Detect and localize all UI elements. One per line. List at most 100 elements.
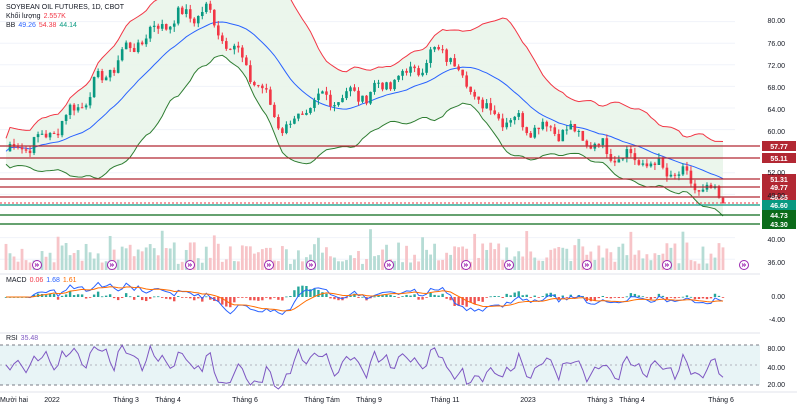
rsi-axis-label: 20.00 <box>767 382 785 389</box>
macd-histogram-bar <box>217 297 220 302</box>
volume-bar <box>28 262 32 270</box>
volume-bar <box>256 252 260 270</box>
volume-bar <box>681 231 685 270</box>
volume-bar <box>701 246 705 270</box>
volume-bar <box>441 259 445 270</box>
candle-body <box>485 103 488 109</box>
macd-histogram-bar <box>341 297 344 301</box>
bb-lower-line <box>5 54 724 217</box>
volume-bar <box>228 246 232 270</box>
volume-bar <box>565 248 569 270</box>
candle-body <box>172 23 176 27</box>
macd-histogram-bar <box>12 297 16 298</box>
candle-body <box>541 121 545 130</box>
volume-bar <box>541 260 545 270</box>
time-axis-label: Tháng 4 <box>619 397 645 404</box>
volume-bar <box>373 256 376 270</box>
candle-body <box>28 150 32 154</box>
candle-body <box>160 24 164 29</box>
candle-body <box>257 85 260 87</box>
macd-histogram-bar <box>501 297 504 298</box>
price-badge-label: 44.73 <box>770 213 788 220</box>
macd-histogram-bar <box>541 296 544 297</box>
macd-histogram-bar <box>505 293 508 297</box>
candle-body <box>120 49 124 61</box>
candle-body <box>116 60 120 73</box>
macd-histogram-bar <box>16 297 20 298</box>
candle-body <box>449 58 452 62</box>
macd-histogram-bar <box>20 297 24 298</box>
volume-bar <box>80 260 84 270</box>
macd-histogram-bar <box>177 296 180 297</box>
macd-histogram-bar <box>437 295 440 297</box>
event-icon-glyph <box>34 263 40 267</box>
volume-bar <box>597 245 601 270</box>
event-icon <box>32 260 42 270</box>
volume-bar <box>148 244 152 270</box>
macd-histogram-bar <box>100 296 104 298</box>
bb-legend: BB 49.26 54.38 44.14 <box>6 22 77 29</box>
macd-histogram-bar <box>377 295 380 297</box>
macd-histogram-bar <box>653 297 657 299</box>
candle-body <box>393 79 396 90</box>
candle-body <box>313 100 316 108</box>
symbol-title: SOYBEAN OIL FUTURES, 1D, CBOT <box>6 4 124 11</box>
volume-bar <box>593 259 597 270</box>
macd-histogram-bar <box>96 291 100 297</box>
candle-body <box>192 18 196 24</box>
macd-histogram-bar <box>44 295 48 297</box>
volume-bar <box>613 261 617 270</box>
volume-bar <box>473 233 477 270</box>
candle-body <box>629 149 633 154</box>
candle-body <box>128 42 132 49</box>
macd-histogram-bar <box>533 295 536 297</box>
candle-body <box>281 128 284 134</box>
candle-body <box>537 127 541 130</box>
macd-histogram-bar <box>537 297 540 298</box>
volume-bar <box>325 247 328 270</box>
volume-bar <box>685 242 689 270</box>
volume-bar <box>84 243 88 270</box>
price-badge <box>762 192 796 202</box>
macd-histogram-bar <box>641 296 645 298</box>
price-axis-label: 60.00 <box>767 129 785 136</box>
volume-bar <box>529 251 533 270</box>
candle-body <box>609 154 613 161</box>
volume-bar <box>140 251 144 270</box>
time-axis-label: Tháng Tám <box>304 397 340 404</box>
macd-histogram-bar <box>233 297 236 303</box>
macd-histogram-bar <box>345 297 348 299</box>
volume-bar <box>216 243 220 270</box>
macd-histogram-bar <box>112 297 116 299</box>
volume-bar <box>637 250 641 270</box>
macd-histogram-bar <box>72 295 76 297</box>
macd-histogram-bar <box>108 294 112 297</box>
candle-body <box>397 75 400 80</box>
volume-bar <box>621 243 625 270</box>
macd-histogram-bar <box>493 295 496 297</box>
volume-bar <box>124 248 128 270</box>
candle-body <box>44 133 48 138</box>
macd-histogram-bar <box>469 297 472 303</box>
volume-bar <box>489 242 493 270</box>
candle-body <box>48 133 52 138</box>
macd-histogram-bar <box>561 295 564 297</box>
macd-histogram-bar <box>245 297 248 298</box>
time-axis-label: Tháng 6 <box>708 397 734 404</box>
price-badge <box>762 141 796 151</box>
volume-bar <box>437 260 441 270</box>
volume-bar <box>429 254 432 270</box>
macd-histogram-bar <box>213 297 216 301</box>
candle-body <box>605 138 609 155</box>
volume-bar <box>409 262 412 270</box>
macd-histogram-bar <box>385 294 388 297</box>
volume-bar <box>693 261 697 270</box>
macd-histogram-bar <box>60 295 64 297</box>
candle-body <box>717 186 721 198</box>
volume-bar <box>601 257 605 270</box>
macd-histogram-bar <box>24 297 28 298</box>
macd-histogram-bar <box>473 297 476 305</box>
volume-bar <box>525 231 529 270</box>
